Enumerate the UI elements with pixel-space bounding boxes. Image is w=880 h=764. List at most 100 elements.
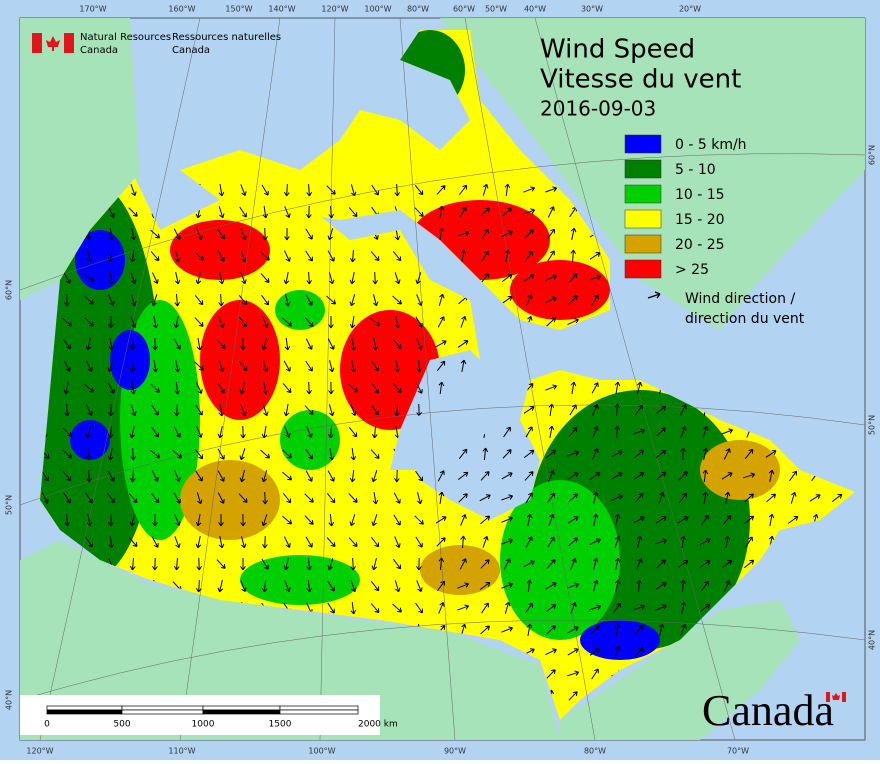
wind-arrow <box>680 425 687 438</box>
wind-arrow <box>501 230 513 238</box>
wind-arrow <box>195 272 202 285</box>
wind-arrow <box>130 381 137 395</box>
wind-arrow <box>568 295 578 305</box>
wind-arrow <box>260 449 271 459</box>
wind-arrow <box>392 383 402 393</box>
wind-arrow <box>635 404 643 416</box>
wind-arrow <box>809 494 821 502</box>
wind-arrow <box>677 559 689 569</box>
wind-arrow <box>680 601 687 614</box>
wind-arrow <box>85 360 93 372</box>
wind-arrow <box>283 360 291 372</box>
wind-arrow <box>393 514 401 526</box>
wind-arrow <box>568 691 578 701</box>
wind-arrow <box>416 580 423 592</box>
longitude-label: 170°W <box>79 5 106 14</box>
wind-arrow <box>240 513 246 527</box>
wind-arrow <box>129 557 136 571</box>
wind-arrow <box>196 426 203 438</box>
wind-arrow <box>459 206 467 218</box>
wind-arrow <box>85 426 92 439</box>
wind-arrow <box>284 426 291 438</box>
wind-arrow <box>108 513 114 527</box>
wind-arrow <box>831 493 843 503</box>
wind-arrow <box>282 317 292 327</box>
wind-arrow <box>305 470 313 482</box>
wind-arrow <box>284 337 291 351</box>
wind-arrow <box>107 360 114 373</box>
wind-arrow <box>721 560 733 568</box>
wind-arrow <box>196 338 203 351</box>
wind-arrow <box>348 383 359 393</box>
wind-arrow <box>240 184 247 196</box>
wind-arrow <box>570 249 577 263</box>
wind-arrow <box>371 360 379 372</box>
wind-arrow <box>546 669 556 679</box>
wind-arrow <box>655 449 667 459</box>
legend-arrow <box>647 291 661 299</box>
title: Wind Speed <box>540 35 695 65</box>
wind-arrow <box>349 249 356 263</box>
wind-arrow <box>548 470 555 482</box>
wind-arrow <box>525 602 534 614</box>
wind-arrow <box>174 360 181 373</box>
longitude-label: 160°W <box>168 5 195 14</box>
wind-arrow <box>479 582 491 590</box>
wind-arrow <box>611 472 623 480</box>
wind-arrow <box>130 184 137 197</box>
wind-arrow <box>217 228 225 240</box>
wind-arrow <box>501 582 513 589</box>
wind-arrow <box>589 472 601 480</box>
scale-segment <box>279 709 359 715</box>
wind-arrow <box>107 249 114 263</box>
wind-arrow <box>457 582 470 589</box>
wind-arrow <box>702 425 709 438</box>
wind-arrow <box>174 250 181 263</box>
flag-bar <box>64 33 74 53</box>
wind-arrow <box>503 426 511 438</box>
wind-arrow <box>151 426 159 438</box>
wind-arrow <box>634 492 644 503</box>
wind-arrow <box>240 404 247 417</box>
wind-arrow <box>525 536 533 548</box>
wind-arrow <box>591 668 599 680</box>
wind-arrow <box>503 558 511 570</box>
wind-arrow <box>328 360 335 373</box>
wind-arrow <box>108 315 114 329</box>
wind-arrow <box>523 208 536 215</box>
wind-arrow <box>85 536 94 548</box>
wind-arrow <box>129 469 136 483</box>
legend-swatch <box>624 259 662 279</box>
wind-arrow <box>656 559 666 569</box>
wind-arrow <box>438 491 445 505</box>
wind-arrow <box>592 425 599 438</box>
wind-arrow <box>130 316 137 329</box>
wind-arrow <box>150 449 161 459</box>
wind-arrow <box>282 471 293 481</box>
wind-arrow <box>261 184 269 196</box>
wind-arrow <box>567 582 580 589</box>
scale-segment <box>121 705 204 711</box>
wind-arrow <box>568 273 578 283</box>
wind-arrow <box>239 382 246 395</box>
latitude-label: 50°N <box>868 415 877 435</box>
wind-arrow <box>678 492 688 504</box>
flag-bar <box>32 33 42 53</box>
wind-arrow <box>592 513 599 526</box>
wind-arrow <box>614 535 621 548</box>
wind-arrow <box>371 404 379 416</box>
wind-arrow <box>218 316 225 328</box>
wind-arrow <box>548 425 555 438</box>
united-states <box>20 540 800 740</box>
wind-arrow <box>64 293 70 307</box>
wind-arrow <box>636 579 643 593</box>
wind-arrow <box>525 492 533 504</box>
wind-arrow <box>570 602 577 614</box>
wind-arrow <box>655 516 667 524</box>
wind-arrow <box>437 580 446 592</box>
wind-arrow <box>634 646 644 657</box>
wind-arrow <box>349 514 356 527</box>
wind-arrow <box>523 274 535 282</box>
wind-arrow <box>218 513 224 527</box>
